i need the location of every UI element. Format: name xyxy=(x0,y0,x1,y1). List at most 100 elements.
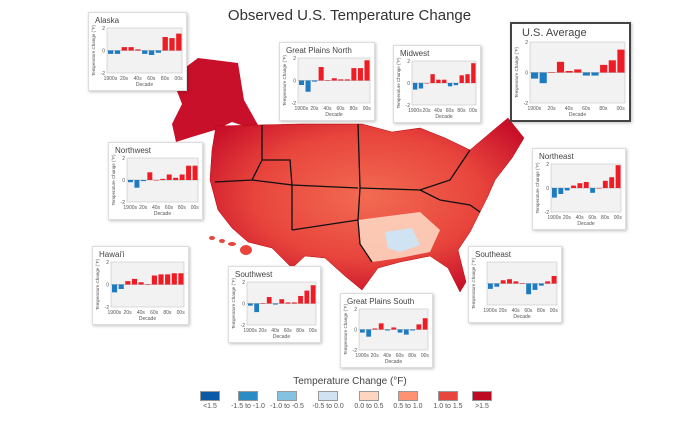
bar-1990s xyxy=(416,324,422,330)
x-tick-label: 40s xyxy=(434,108,443,114)
bar-1950s xyxy=(331,78,337,81)
x-axis-label: Decade xyxy=(435,114,452,120)
y-axis-label: Temperature Change (°F) xyxy=(95,258,100,310)
x-axis-label: Decade xyxy=(569,112,586,118)
bar-1960s xyxy=(590,188,596,193)
bar-1970s xyxy=(403,329,409,335)
bar-1920s xyxy=(548,72,556,73)
southeast-cold-patch xyxy=(385,228,420,252)
bar-1900s xyxy=(248,303,253,306)
bar-1990s xyxy=(169,38,175,51)
alaska-shape xyxy=(172,58,268,142)
y-tick-label: -2 xyxy=(241,323,246,329)
y-tick-label: 0 xyxy=(102,49,105,55)
x-tick-label: 1900s xyxy=(547,215,561,221)
bar-1940s xyxy=(577,183,583,188)
x-tick-label: 1900s xyxy=(123,205,137,211)
x-tick-label: 80s xyxy=(599,106,608,112)
bar-1920s xyxy=(260,303,266,304)
bar-2000s xyxy=(364,60,370,81)
bar-1900s xyxy=(360,329,365,333)
x-tick-label: 60s xyxy=(524,308,533,314)
bar-1940s xyxy=(273,303,278,305)
bar-1980s xyxy=(351,68,357,81)
bar-1980s xyxy=(298,295,303,304)
bar-1980s xyxy=(410,329,415,331)
bar-1930s xyxy=(378,323,384,330)
bar-1970s xyxy=(291,302,297,304)
legend-item: >1.5 xyxy=(462,391,502,410)
x-tick-label: 40s xyxy=(323,106,332,112)
legend-label: -1.0 to -0.5 xyxy=(270,403,304,410)
bar-1960s xyxy=(285,302,291,304)
bar-1980s xyxy=(459,75,464,83)
bar-1910s xyxy=(118,284,124,289)
bar-1910s xyxy=(114,50,121,54)
bar-1960s xyxy=(582,72,590,76)
x-tick-label: 80s xyxy=(408,353,417,359)
bar-1980s xyxy=(602,180,608,188)
x-tick-label: 80s xyxy=(457,108,466,114)
inset-title: Great Plains South xyxy=(347,297,414,306)
inset-title: Southeast xyxy=(475,250,512,259)
bar-1920s xyxy=(372,328,378,330)
bar-1900s xyxy=(112,284,118,293)
y-tick-label: -2 xyxy=(545,210,550,216)
x-tick-label: 40s xyxy=(512,308,521,314)
x-tick-label: 40s xyxy=(576,215,585,221)
bar-1960s xyxy=(447,83,453,87)
legend-label: 0.5 to 1.0 xyxy=(393,403,423,410)
x-axis-label: Decade xyxy=(513,314,530,320)
legend-label: 0.0 to 0.5 xyxy=(354,403,384,410)
bar-1960s xyxy=(526,283,532,295)
x-axis-label: Decade xyxy=(385,359,402,365)
y-tick-label: 2 xyxy=(102,26,105,32)
x-tick-label: 20s xyxy=(310,106,319,112)
bar-2000s xyxy=(192,165,198,180)
x-axis-label: Decade xyxy=(577,221,594,227)
inset-title: Alaska xyxy=(95,16,120,25)
inset-chart-northwest: Northwest Temperature Change (°F) 2 0 -2 1900… xyxy=(108,142,203,220)
bar-1940s xyxy=(565,70,573,73)
bar-1970s xyxy=(158,274,164,285)
inset-chart-southwest: Southwest Temperature Change (°F) 2 0 -2 1900… xyxy=(228,266,321,343)
bar-1980s xyxy=(179,174,185,180)
x-axis-label: Decade xyxy=(325,112,342,118)
y-axis-label: Temperature Change (°F) xyxy=(231,277,236,329)
y-axis-label: Temperature Change (°F) xyxy=(111,154,116,206)
x-tick-label: 60s xyxy=(582,106,591,112)
bar-1920s xyxy=(312,80,318,82)
legend-item: 1.0 to 1.5 xyxy=(428,391,468,410)
x-tick-label: 60s xyxy=(165,205,174,211)
x-tick-label: 00s xyxy=(550,308,559,314)
bar-1980s xyxy=(162,37,168,51)
y-tick-label: 2 xyxy=(242,280,245,286)
bar-1990s xyxy=(304,290,310,304)
x-tick-label: 1900s xyxy=(243,328,257,334)
bar-2000s xyxy=(615,165,621,188)
bar-1900s xyxy=(413,83,418,90)
x-tick-label: 20s xyxy=(548,106,557,112)
y-tick-label: 0 xyxy=(106,283,109,289)
bar-1990s xyxy=(171,273,177,285)
bar-1920s xyxy=(125,281,131,285)
x-tick-label: 40s xyxy=(271,328,280,334)
legend-label: <1.5 xyxy=(203,403,217,410)
y-tick-label: -2 xyxy=(105,305,110,311)
x-tick-label: 40s xyxy=(152,205,161,211)
x-axis-label: Decade xyxy=(136,82,153,88)
bar-1910s xyxy=(134,180,140,188)
y-tick-label: 0 xyxy=(546,186,549,192)
bar-1920s xyxy=(121,47,127,51)
x-tick-label: 1900s xyxy=(483,308,497,314)
x-tick-label: 60s xyxy=(446,108,455,114)
x-tick-label: 00s xyxy=(309,328,318,334)
bar-1910s xyxy=(558,188,564,194)
bar-1950s xyxy=(574,69,582,73)
legend-item: 0.0 to 0.5 xyxy=(349,391,389,410)
legend-swatch xyxy=(318,391,338,401)
x-tick-label: 20s xyxy=(499,308,508,314)
conus-shape xyxy=(209,117,525,293)
y-axis-label: Temperature Change (°F) xyxy=(396,57,401,109)
